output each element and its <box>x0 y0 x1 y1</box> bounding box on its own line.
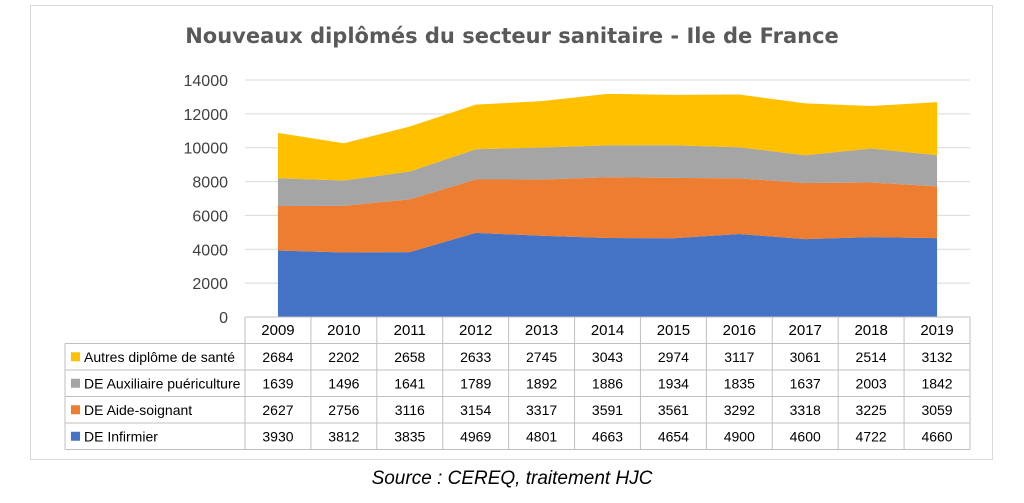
series-name: DE Aide-soignant <box>84 402 192 418</box>
category-label: 2017 <box>789 322 822 339</box>
data-value: 2627 <box>262 402 293 418</box>
data-value: 3930 <box>262 428 293 444</box>
series-name: DE Infirmier <box>84 428 158 444</box>
legend-swatch <box>71 378 80 388</box>
data-value: 1789 <box>460 375 491 391</box>
data-value: 4900 <box>724 428 755 444</box>
category-label: 2010 <box>327 322 360 339</box>
data-value: 2658 <box>394 349 425 365</box>
source-note: Source : CEREQ, traitement HJC <box>371 468 653 489</box>
category-label: 2014 <box>591 322 624 339</box>
category-label: 2015 <box>657 322 690 339</box>
data-value: 4663 <box>592 428 623 444</box>
series-name: Autres diplôme de santé <box>84 349 235 365</box>
y-tick-label: 14000 <box>184 73 229 90</box>
area-series-2 <box>277 145 938 206</box>
data-value: 4969 <box>460 428 491 444</box>
data-value: 3317 <box>526 402 557 418</box>
category-label: 2011 <box>394 322 426 339</box>
y-tick-label: 2000 <box>192 276 228 293</box>
data-value: 3061 <box>790 349 821 365</box>
data-value: 2514 <box>856 349 887 365</box>
data-value: 3043 <box>592 349 623 365</box>
data-value: 3292 <box>724 402 755 418</box>
data-value: 3318 <box>790 402 821 418</box>
data-value: 2684 <box>262 349 293 365</box>
legend-swatch <box>71 352 80 362</box>
area-series-3 <box>277 93 938 181</box>
series-name: DE Auxiliaire puériculture <box>84 375 241 391</box>
y-tick-label: 0 <box>219 310 228 327</box>
data-value: 1639 <box>262 375 293 391</box>
y-tick-label: 6000 <box>192 208 228 225</box>
data-value: 1892 <box>526 375 557 391</box>
data-value: 1842 <box>921 375 952 391</box>
chart-title: Nouveaux diplômés du secteur sanitaire -… <box>185 24 839 48</box>
data-value: 2003 <box>856 375 887 391</box>
data-value: 2756 <box>328 402 359 418</box>
legend-swatch <box>71 431 80 441</box>
data-value: 4801 <box>526 428 557 444</box>
area-layer <box>277 93 938 317</box>
data-value: 3225 <box>856 402 887 418</box>
category-label: 2009 <box>261 322 294 339</box>
data-value: 1637 <box>790 375 821 391</box>
area-series-1 <box>277 177 938 253</box>
data-value: 4600 <box>790 428 821 444</box>
data-value: 2974 <box>658 349 689 365</box>
data-value: 1886 <box>592 375 623 391</box>
y-tick-label: 4000 <box>192 242 228 259</box>
data-value: 1496 <box>328 375 359 391</box>
data-value: 3154 <box>460 402 491 418</box>
data-value: 4654 <box>658 428 689 444</box>
data-value: 3059 <box>921 402 952 418</box>
data-value: 1641 <box>394 375 425 391</box>
category-label: 2013 <box>525 322 558 339</box>
category-label: 2016 <box>723 322 756 339</box>
data-value: 3812 <box>328 428 359 444</box>
data-value: 3591 <box>592 402 623 418</box>
legend-swatch <box>71 405 80 415</box>
data-value: 3116 <box>395 402 425 418</box>
data-value: 2745 <box>526 349 557 365</box>
y-tick-label: 10000 <box>184 141 229 158</box>
y-tick-label: 12000 <box>184 107 229 124</box>
category-label: 2012 <box>459 322 492 339</box>
data-table: 2009 2010 2011 2012 2013 2014 2015 2016 2017 2018… <box>64 316 971 450</box>
axis-layer: 0 2000 4000 6000 8000 10000 12000 14000 <box>184 73 229 327</box>
data-value: 3835 <box>394 428 425 444</box>
y-tick-label: 8000 <box>192 175 228 192</box>
data-value: 2633 <box>460 349 491 365</box>
data-value: 4722 <box>856 428 887 444</box>
data-value: 2202 <box>328 349 359 365</box>
data-value: 3561 <box>658 402 689 418</box>
data-value: 4660 <box>921 428 952 444</box>
data-value: 1835 <box>724 375 755 391</box>
area-series-0 <box>277 232 938 317</box>
category-label: 2018 <box>854 322 887 339</box>
data-value: 1934 <box>658 375 689 391</box>
data-value: 3132 <box>921 349 952 365</box>
category-label: 2019 <box>920 322 953 339</box>
data-value: 3117 <box>724 349 754 365</box>
